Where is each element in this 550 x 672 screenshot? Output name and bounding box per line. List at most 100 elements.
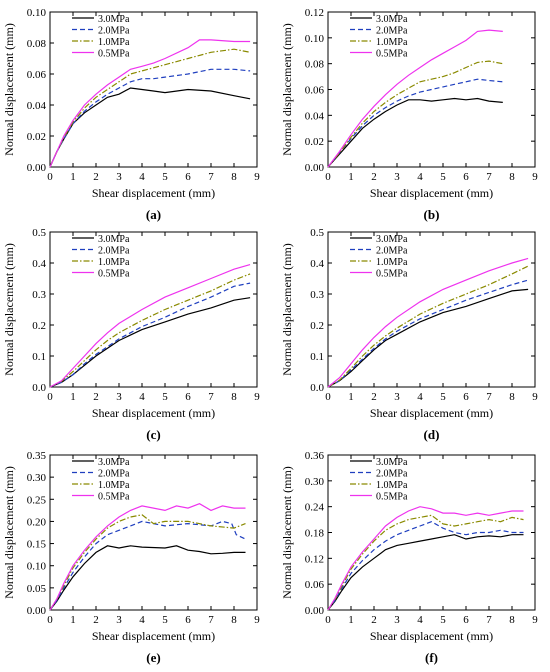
x-tick-label: 3	[394, 171, 400, 183]
legend-entry: 2.0MPa	[98, 26, 130, 37]
legend-entry: 2.0MPa	[376, 26, 408, 37]
series-line-2.0MPa	[49, 520, 246, 611]
x-tick-label: 8	[509, 171, 515, 183]
panel-label: (e)	[146, 650, 160, 665]
y-tick-label: 0.18	[305, 528, 325, 540]
panel-label: (d)	[424, 427, 440, 442]
y-tick-label: 0.04	[27, 100, 47, 112]
series-line-2.0MPa	[327, 521, 524, 611]
x-tick-label: 7	[486, 614, 492, 626]
x-axis-label: Shear displacement (mm)	[92, 186, 215, 200]
x-tick-label: 4	[139, 171, 145, 183]
plot-frame	[327, 454, 536, 611]
legend-entry: 3.0MPa	[98, 14, 130, 25]
legend-entry: 0.5MPa	[376, 269, 408, 280]
series-line-0.5MPa	[327, 29, 503, 168]
x-tick-label: 0	[325, 171, 331, 183]
x-axis-label: Shear displacement (mm)	[370, 406, 493, 420]
y-tick-label: 0.35	[27, 450, 47, 462]
x-tick-label: 4	[417, 391, 423, 403]
x-tick-label: 9	[532, 391, 538, 403]
series-line-3.0MPa	[327, 97, 503, 168]
y-axis-label: Normal displacement (mm)	[2, 243, 16, 376]
series-line-3.0MPa	[49, 545, 246, 611]
series-line-3.0MPa	[49, 297, 251, 388]
y-tick-label: 0.36	[305, 450, 325, 462]
x-tick-label: 5	[440, 391, 446, 403]
x-tick-label: 5	[440, 614, 446, 626]
series-line-0.5MPa	[49, 503, 246, 611]
panel-label: (a)	[146, 207, 161, 222]
legend-entry: 2.0MPa	[98, 246, 130, 257]
y-axis-label: Normal displacement (mm)	[280, 23, 294, 156]
series-line-0.5MPa	[49, 264, 251, 388]
x-tick-label: 2	[371, 171, 377, 183]
series-line-1.0MPa	[327, 265, 529, 388]
x-tick-label: 8	[231, 614, 237, 626]
panel-label: (f)	[425, 650, 438, 665]
y-tick-label: 0.12	[305, 553, 324, 565]
x-tick-label: 4	[139, 614, 145, 626]
series-line-1.0MPa	[49, 514, 246, 611]
legend-entry: 2.0MPa	[376, 246, 408, 257]
x-tick-label: 7	[486, 391, 492, 403]
legend-entry: 0.5MPa	[376, 492, 408, 503]
y-tick-label: 0.12	[305, 7, 324, 19]
series-line-1.0MPa	[327, 514, 524, 611]
series-line-0.5MPa	[327, 506, 524, 611]
series-line-3.0MPa	[327, 534, 524, 611]
x-tick-label: 2	[371, 391, 377, 403]
x-axis-label: Shear displacement (mm)	[92, 629, 215, 643]
x-tick-label: 9	[532, 171, 538, 183]
series-line-1.0MPa	[49, 273, 251, 388]
y-axis-label: Normal displacement (mm)	[2, 23, 16, 156]
x-tick-label: 9	[254, 391, 260, 403]
x-tick-label: 5	[162, 391, 168, 403]
legend-entry: 2.0MPa	[98, 469, 130, 480]
x-tick-label: 1	[70, 614, 76, 626]
plot-frame	[49, 11, 258, 168]
x-tick-label: 9	[254, 614, 260, 626]
x-tick-label: 1	[348, 391, 354, 403]
y-tick-label: 0.04	[305, 110, 325, 122]
chart-panel: 0 1 2 3 4 5 6 7 8 9 0.0 0.1 0.2 0.3 0.4 0.5 Shear displa…	[2, 227, 260, 442]
x-axis-label: Shear displacement (mm)	[92, 406, 215, 420]
legend-entry: 0.5MPa	[98, 492, 130, 503]
x-tick-label: 0	[47, 171, 53, 183]
series-line-0.5MPa	[49, 39, 251, 168]
series-line-2.0MPa	[49, 282, 251, 388]
y-tick-label: 0.5	[32, 227, 46, 239]
y-tick-label: 0.30	[27, 472, 47, 484]
y-tick-label: 0.2	[310, 320, 324, 332]
x-tick-label: 7	[486, 171, 492, 183]
plot-frame	[49, 454, 258, 611]
legend-entry: 1.0MPa	[376, 480, 408, 491]
x-tick-label: 3	[116, 391, 122, 403]
y-tick-label: 0.08	[305, 59, 325, 71]
y-tick-label: 0.20	[27, 516, 47, 528]
x-tick-label: 2	[93, 171, 99, 183]
y-tick-label: 0.00	[27, 605, 47, 617]
x-tick-label: 2	[93, 391, 99, 403]
x-tick-label: 6	[185, 391, 191, 403]
x-tick-label: 8	[509, 391, 515, 403]
x-tick-label: 4	[417, 171, 423, 183]
x-tick-label: 0	[325, 614, 331, 626]
chart-panel: 0 1 2 3 4 5 6 7 8 9 0.00 0.06 0.12 0.18 0.24 0.30 0.36 Sh…	[280, 450, 538, 665]
y-tick-label: 0.30	[305, 476, 325, 488]
panel-label: (b)	[424, 207, 440, 222]
legend-entry: 3.0MPa	[98, 234, 130, 245]
x-tick-label: 7	[208, 391, 214, 403]
series-line-3.0MPa	[49, 87, 251, 168]
x-tick-label: 3	[116, 171, 122, 183]
x-tick-label: 5	[162, 614, 168, 626]
legend-entry: 3.0MPa	[376, 457, 408, 468]
x-tick-label: 0	[47, 614, 53, 626]
y-tick-label: 0.10	[27, 561, 47, 573]
legend-entry: 0.5MPa	[98, 269, 130, 280]
plot-frame	[49, 231, 258, 388]
y-tick-label: 0.08	[27, 38, 47, 50]
y-tick-label: 0.0	[310, 382, 324, 394]
x-tick-label: 3	[394, 391, 400, 403]
y-tick-label: 0.2	[32, 320, 46, 332]
